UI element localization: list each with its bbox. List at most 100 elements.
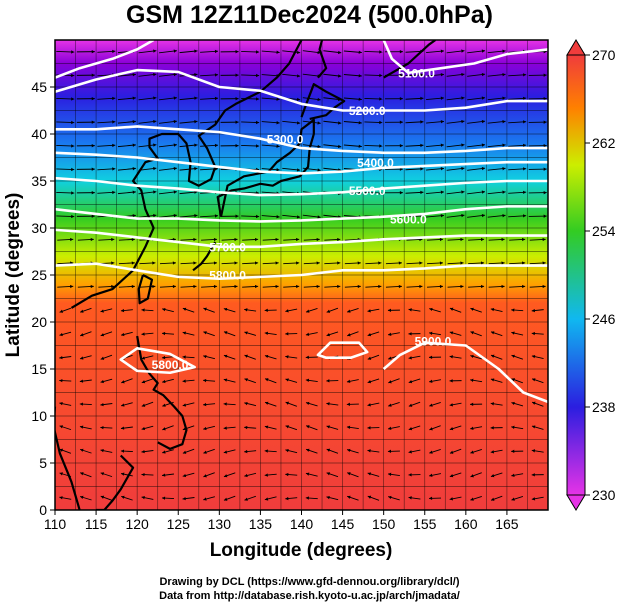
wind-arrow-head (379, 50, 383, 54)
wind-arrow-head (131, 237, 135, 242)
wind-arrow-head (449, 331, 454, 335)
wind-arrow-head (461, 72, 465, 77)
wind-arrow-head (100, 425, 104, 430)
wind-arrow-head (235, 214, 239, 218)
wind-arrow-head (153, 49, 157, 53)
wind-arrow-head (152, 284, 156, 289)
wind-arrow-head (264, 449, 268, 453)
wind-arrow-head (440, 96, 444, 100)
wind-arrow-head (71, 167, 75, 172)
wind-arrow-head (296, 50, 301, 55)
wind-arrow-head (59, 496, 63, 500)
wind-arrow-head (502, 213, 506, 218)
wind-arrow-head (502, 96, 506, 100)
coastline (383, 40, 437, 79)
wind-arrow-head (285, 355, 289, 359)
wind-arrow-head (543, 167, 547, 171)
wind-arrow-head (522, 73, 527, 77)
wind-arrow-head (316, 284, 320, 289)
colorbar-tick-label: 246 (592, 311, 616, 327)
credit-drawing: Drawing by DCL (https://www.gfd-dennou.o… (159, 576, 460, 588)
wind-arrow-head (203, 450, 207, 454)
wind-arrow-head (306, 448, 310, 452)
wind-arrow-head (531, 449, 536, 453)
wind-arrow-head (346, 425, 351, 429)
coastline (70, 40, 303, 309)
wind-arrow-head (317, 50, 321, 55)
wind-arrow-head (420, 190, 424, 195)
wind-arrow-head (162, 450, 166, 454)
wind-arrow-head (132, 143, 136, 147)
wind-arrow-head (182, 307, 187, 311)
wind-arrow-head (223, 307, 228, 312)
wind-arrow-head (79, 379, 84, 383)
wind-arrow-head (511, 473, 515, 477)
wind-arrow-head (285, 378, 289, 382)
wind-arrow-head (511, 354, 515, 358)
wind-arrow-head (522, 214, 527, 218)
wind-arrow-head (306, 425, 310, 429)
wind-arrow-head (214, 49, 219, 54)
wind-arrow-head (481, 49, 486, 53)
contour-5100 (382, 40, 548, 75)
wind-arrow-head (305, 496, 309, 500)
wind-arrow-head (235, 73, 239, 77)
wind-arrow-head (408, 427, 413, 431)
wind-arrow-head (470, 402, 474, 406)
wind-arrow-head (162, 403, 166, 407)
contour-5500 (55, 176, 548, 197)
wind-arrow-head (347, 309, 351, 313)
wind-arrow-head (112, 96, 116, 101)
wind-arrow-head (522, 261, 526, 265)
wind-arrow-head (481, 119, 486, 124)
wind-arrow-head (522, 167, 527, 171)
wind-arrow-head (71, 73, 75, 78)
contour-label: 5100.0 (398, 67, 435, 81)
wind-arrow-head (449, 355, 453, 359)
wind-arrow-head (296, 215, 301, 219)
wind-arrow-head (347, 333, 351, 337)
wind-arrow-head (522, 96, 527, 101)
y-tick-label: 5 (39, 455, 47, 471)
wind-arrow-head (100, 495, 105, 499)
wind-arrow-head (275, 237, 279, 242)
wind-arrow-head (59, 448, 64, 452)
wind-arrow-head (379, 73, 383, 78)
wind-arrow-head (70, 284, 74, 289)
x-tick-label: 135 (249, 516, 273, 532)
wind-arrow-head (296, 97, 301, 102)
wind-arrow-head (256, 97, 260, 101)
wind-arrow-head (502, 143, 506, 147)
wind-arrow-head (347, 448, 351, 453)
wind-arrow-head (112, 167, 116, 171)
wind-arrow-head (254, 261, 259, 265)
wind-arrow-head (244, 473, 248, 478)
wind-arrow-head (173, 119, 177, 124)
wind-arrow-head (91, 190, 95, 195)
wind-arrow-head (256, 120, 260, 125)
wind-arrow-head (481, 96, 486, 100)
x-tick-label: 130 (208, 516, 232, 532)
wind-arrow-head (522, 284, 526, 289)
wind-arrow-head (408, 380, 413, 384)
wind-arrow-head (194, 73, 198, 77)
y-tick-label: 45 (31, 79, 47, 95)
wind-arrow-head (399, 191, 403, 195)
wind-arrow-head (429, 473, 433, 477)
wind-arrow-head (213, 261, 218, 265)
wind-arrow-head (531, 308, 535, 313)
wind-arrow-head (256, 50, 260, 54)
contour-5800 (119, 347, 196, 375)
wind-arrow-head (305, 472, 310, 476)
contour-5400 (55, 151, 548, 175)
wind-arrow-head (276, 121, 280, 125)
colorbar-tick-label: 270 (592, 47, 616, 63)
wind-arrow-head (481, 166, 486, 171)
x-tick-label: 125 (167, 516, 191, 532)
wind-arrow-head (419, 261, 423, 265)
wind-arrow-head (522, 237, 526, 242)
wind-arrow-head (132, 96, 136, 100)
wind-arrow-head (193, 237, 197, 242)
wind-arrow-head (275, 261, 279, 265)
wind-arrow-head (408, 356, 412, 360)
